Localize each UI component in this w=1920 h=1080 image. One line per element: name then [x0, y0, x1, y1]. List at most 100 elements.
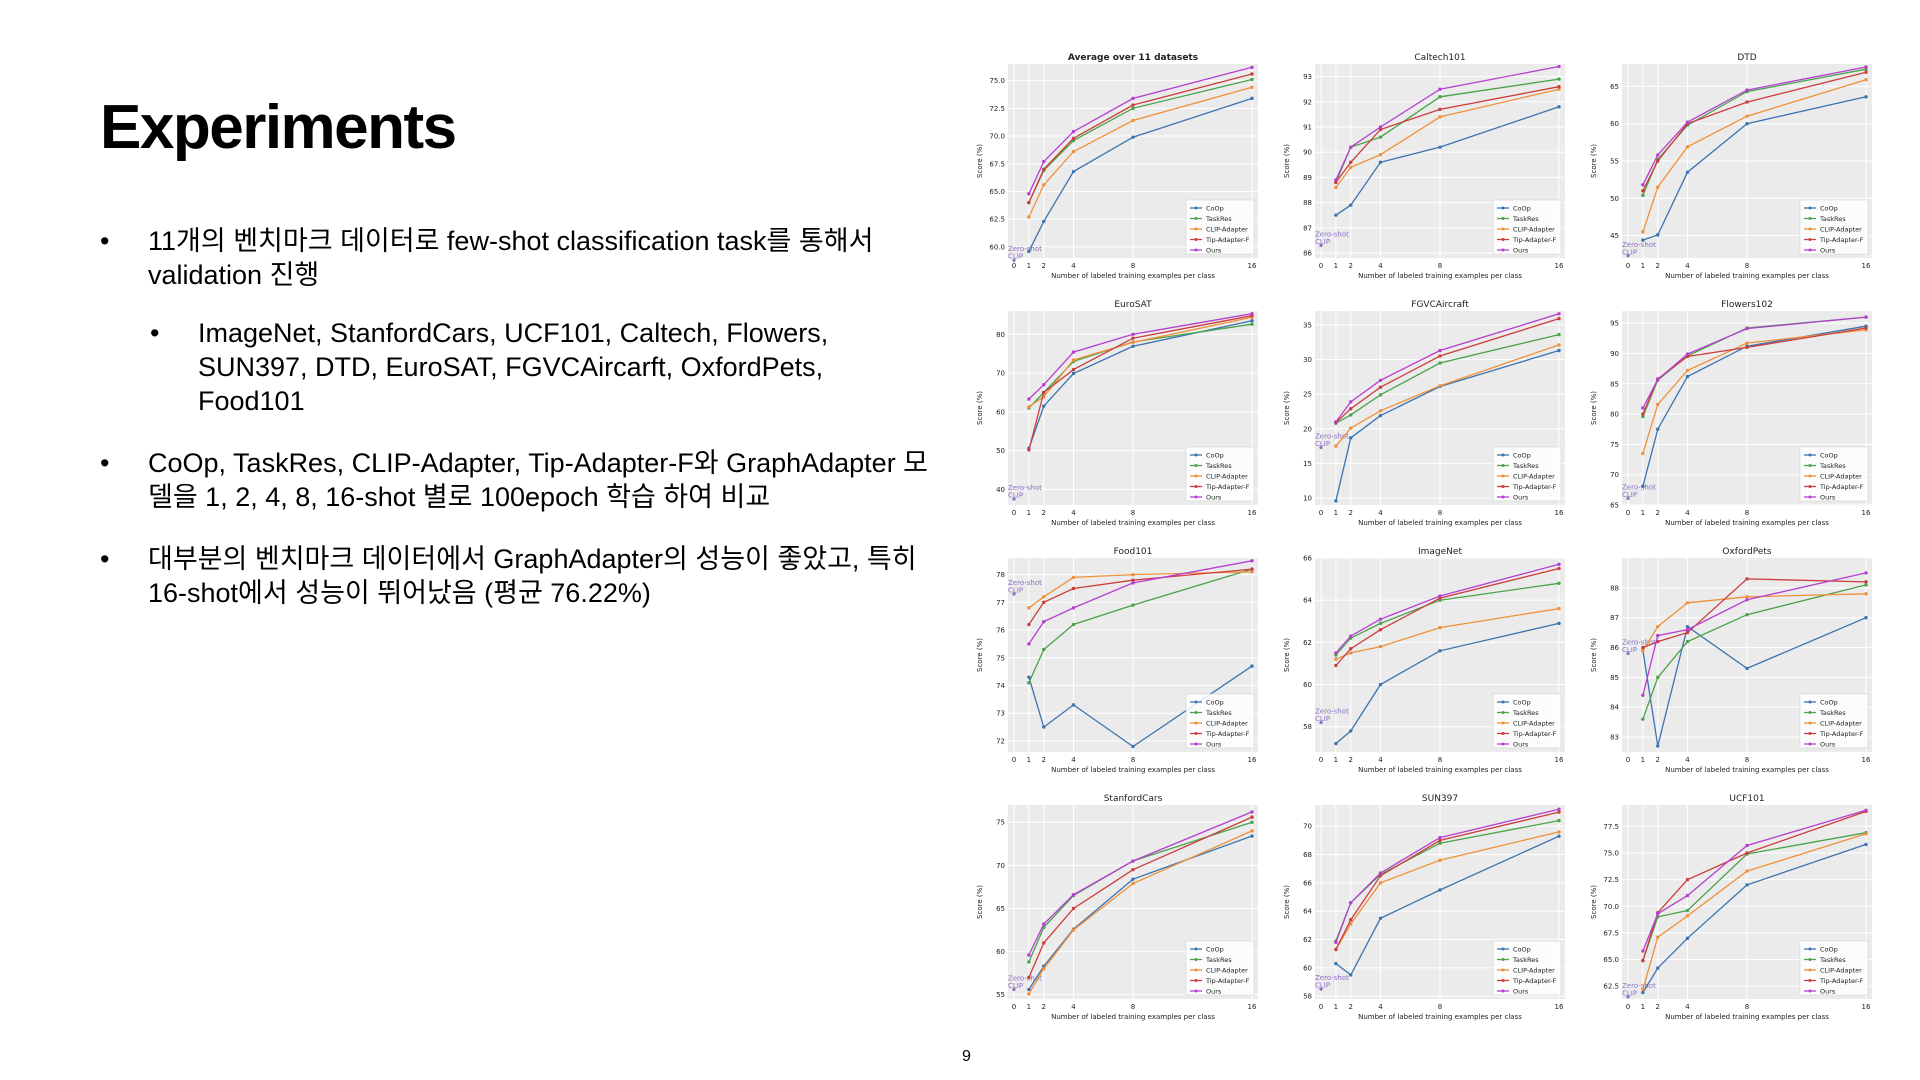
y-axis-label: Score (%)	[1283, 885, 1291, 919]
y-tick-label: 86	[1303, 249, 1312, 257]
chart-panel: Caltech101 0 1 2 4 8 16 86 87 88 89 90 91 92 93 Number …	[1283, 53, 1565, 280]
chart-title: DTD	[1737, 53, 1756, 63]
y-tick-label: 89	[1303, 174, 1312, 182]
data-point	[1334, 178, 1338, 182]
data-point	[1131, 744, 1135, 749]
data-point	[1027, 681, 1031, 685]
data-point	[1656, 966, 1660, 970]
data-point	[1641, 183, 1645, 187]
data-point	[1042, 922, 1046, 926]
data-point	[1745, 595, 1749, 599]
legend-marker	[1808, 979, 1812, 982]
x-tick-label: 2	[1042, 756, 1046, 764]
data-point	[1557, 348, 1561, 353]
bullet-item: • 11개의 벤치마크 데이터로 few-shot classification …	[100, 224, 930, 292]
legend-label: Ours	[1513, 988, 1529, 996]
legend-marker	[1501, 742, 1505, 746]
legend-box	[1492, 199, 1562, 255]
data-point	[1071, 892, 1076, 897]
legend-box	[1492, 446, 1562, 502]
zero-shot-label: CLIP	[1008, 982, 1023, 990]
data-point	[1378, 617, 1383, 621]
data-point	[1071, 606, 1076, 610]
legend-label: CoOp	[1513, 699, 1531, 707]
y-tick-label: 60.0	[989, 243, 1005, 251]
legend-label: TaskRes	[1512, 709, 1539, 717]
data-point	[1656, 912, 1660, 916]
data-point	[1334, 741, 1338, 746]
legend-marker	[1808, 968, 1812, 972]
legend-marker	[1194, 485, 1198, 488]
legend-marker	[1501, 474, 1505, 478]
legend-label: Ours	[1206, 988, 1222, 996]
data-point	[1378, 160, 1383, 164]
results-chart-grid: Average over 11 datasets 0 1 2 4 8 16 60.0 62.5 6…	[976, 53, 1872, 1021]
data-point	[1557, 316, 1561, 321]
data-point	[1349, 973, 1353, 977]
data-point	[1349, 400, 1353, 404]
x-tick-label: 1	[1641, 262, 1645, 270]
data-point	[1864, 808, 1868, 813]
y-tick-label: 88	[1610, 584, 1619, 592]
y-tick-label: 50	[996, 447, 1005, 455]
x-axis-label: Number of labeled training examples per …	[1358, 519, 1522, 527]
y-tick-label: 65.0	[1603, 956, 1619, 964]
x-tick-label: 0	[1626, 262, 1630, 270]
chart-panel: Flowers102 0 1 2 4 8 16 65 70 75 80 85 90 95 Number of…	[1590, 300, 1872, 527]
y-tick-label: 83	[1610, 734, 1619, 742]
y-tick-label: 67.5	[1603, 929, 1619, 937]
data-point	[1745, 613, 1749, 617]
y-tick-label: 70	[1610, 471, 1619, 479]
data-point	[1131, 118, 1135, 123]
legend-label: CLIP-Adapter	[1206, 720, 1248, 728]
data-point	[1378, 644, 1383, 649]
x-tick-label: 1	[1334, 509, 1338, 517]
data-point	[1685, 639, 1690, 644]
chart-title: SUN397	[1422, 794, 1458, 804]
data-point	[1349, 203, 1353, 207]
data-point	[1250, 820, 1254, 824]
legend-marker	[1501, 947, 1505, 951]
x-tick-label: 0	[1012, 756, 1016, 764]
data-point	[1641, 717, 1645, 721]
data-point	[1641, 958, 1645, 963]
data-point	[1250, 77, 1254, 82]
data-point	[1864, 65, 1868, 69]
x-tick-label: 1	[1641, 756, 1645, 764]
data-point	[1378, 125, 1383, 129]
data-point	[1071, 169, 1076, 174]
bullet-dot-icon: •	[100, 226, 110, 256]
legend-label: CoOp	[1206, 205, 1224, 213]
legend-label: Tip-Adapter-F	[1205, 236, 1250, 244]
y-axis-label: Score (%)	[976, 391, 984, 425]
y-tick-label: 95	[1610, 320, 1619, 328]
data-point	[1042, 941, 1046, 945]
data-point	[1071, 703, 1076, 707]
data-point	[1656, 153, 1660, 157]
y-tick-label: 72.5	[1603, 876, 1619, 884]
legend-label: Tip-Adapter-F	[1205, 977, 1250, 985]
legend-label: CoOp	[1206, 452, 1224, 460]
data-point	[1027, 192, 1031, 196]
y-tick-label: 20	[1303, 425, 1312, 433]
data-point	[1641, 406, 1645, 410]
legend-box	[1185, 446, 1255, 502]
data-point	[1250, 559, 1254, 563]
legend-label: TaskRes	[1512, 462, 1539, 470]
bullet-list: • 11개의 벤치마크 데이터로 few-shot classification …	[100, 224, 930, 638]
data-point	[1349, 406, 1353, 411]
y-axis-label: Score (%)	[1590, 885, 1598, 919]
y-tick-label: 60	[996, 948, 1005, 956]
data-point	[1745, 100, 1749, 104]
data-point	[1685, 601, 1690, 605]
data-point	[1334, 444, 1338, 448]
legend-label: CLIP-Adapter	[1513, 226, 1555, 234]
x-tick-label: 0	[1626, 756, 1630, 764]
data-point	[1656, 624, 1660, 629]
legend-marker	[1501, 979, 1505, 982]
y-tick-label: 85	[1610, 380, 1619, 388]
data-point	[1557, 621, 1561, 626]
y-axis-label: Score (%)	[976, 885, 984, 919]
zero-shot-label: Zero-shot	[1008, 245, 1042, 253]
legend-marker	[1194, 989, 1198, 993]
